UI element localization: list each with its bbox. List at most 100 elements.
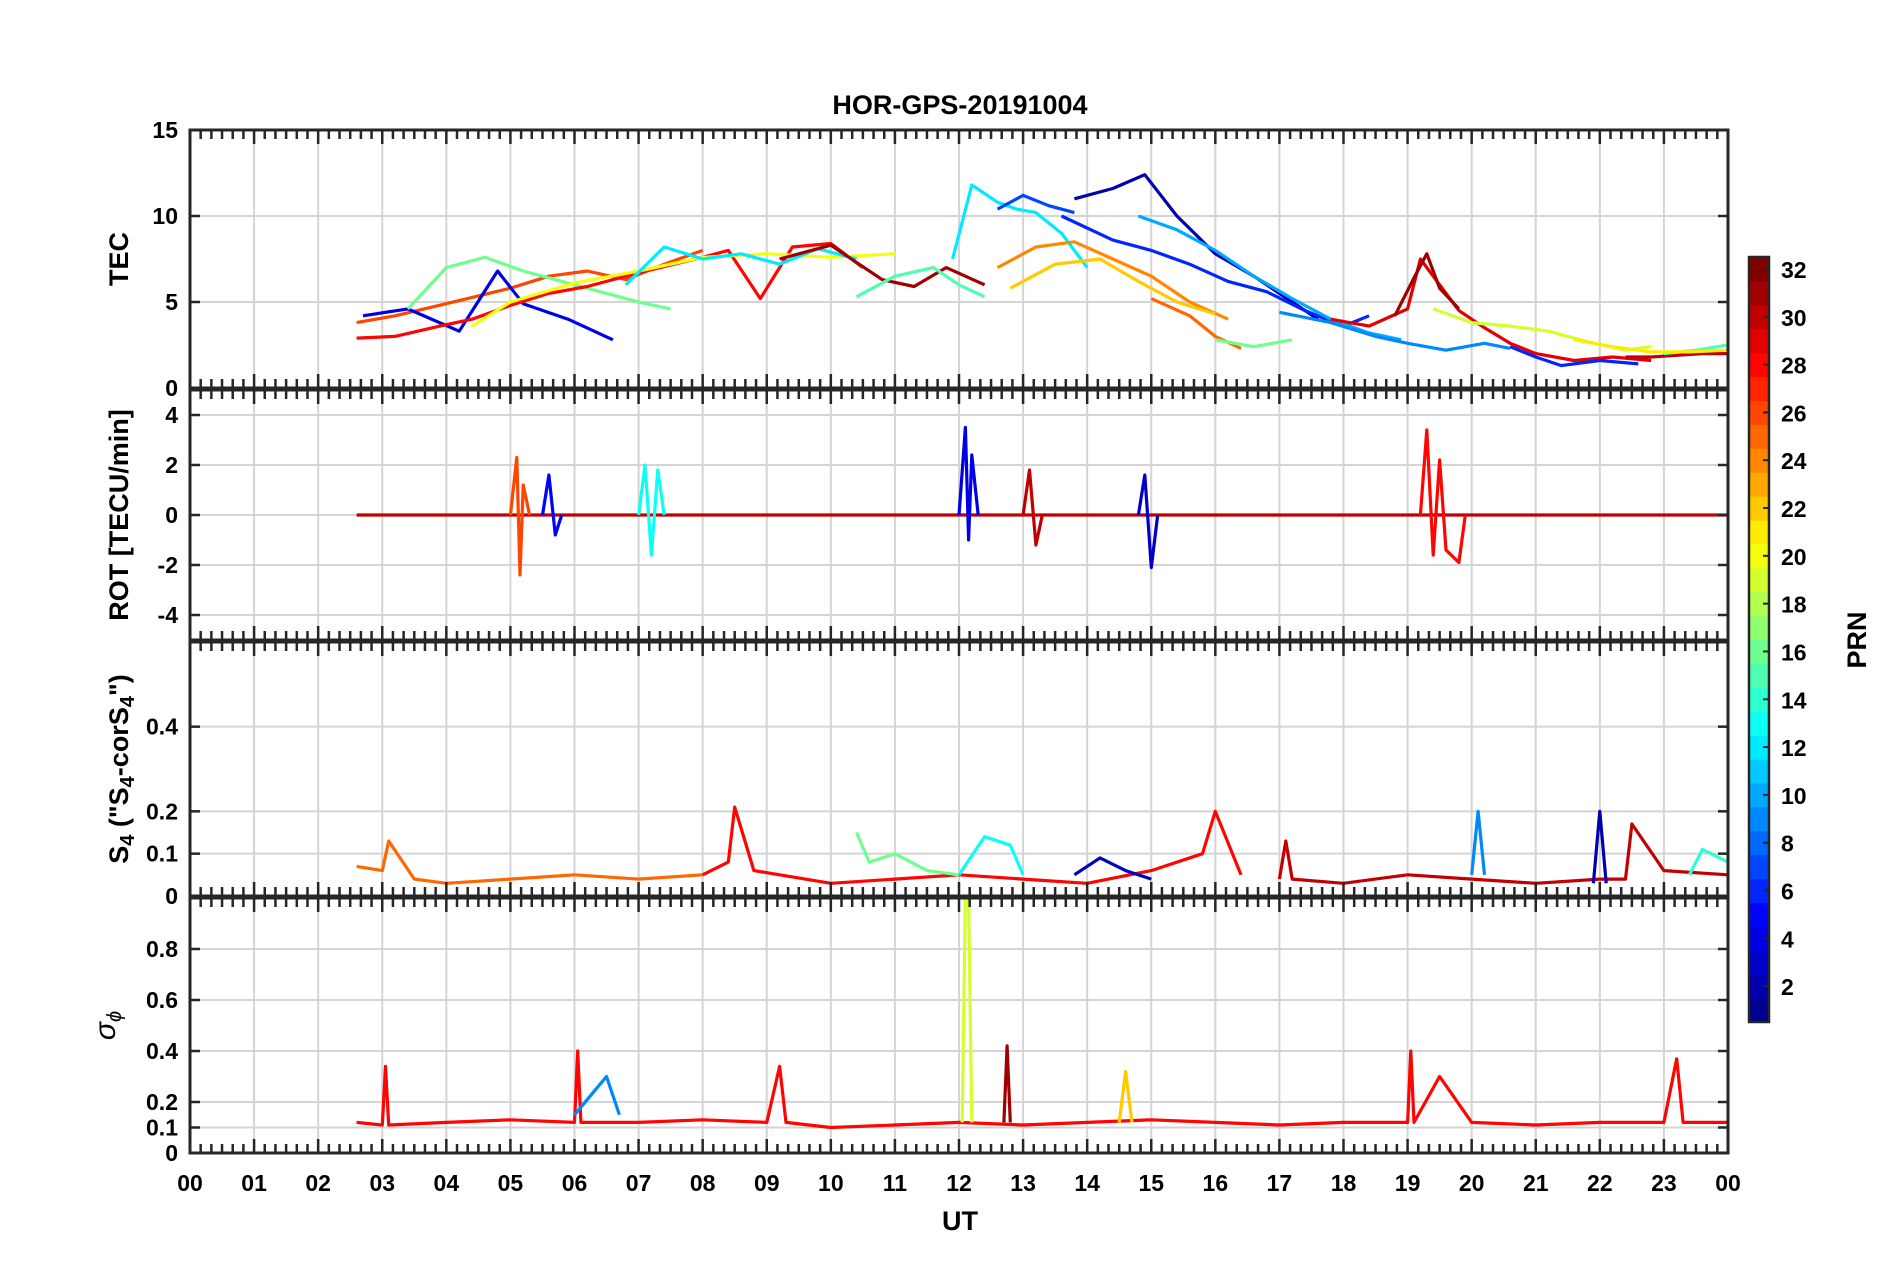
minor-ticks-rot xyxy=(190,390,1728,640)
colorbar-tick-label: 12 xyxy=(1781,735,1807,761)
y-tick-label-tec: 0 xyxy=(165,375,178,401)
x-tick-label: 06 xyxy=(562,1170,588,1196)
colorbar-segment xyxy=(1749,830,1769,856)
series-group-s4 xyxy=(356,805,1728,885)
x-tick-label: 10 xyxy=(818,1170,844,1196)
series-line-tec-8 xyxy=(951,183,1089,269)
x-tick-label: 18 xyxy=(1331,1170,1357,1196)
x-tick-label: 08 xyxy=(690,1170,716,1196)
series-line-tec-7 xyxy=(855,266,986,299)
series-line-tec-17 xyxy=(1279,310,1511,352)
minor-ticks-s4 xyxy=(190,642,1728,898)
panel-sigma_phi: 00.10.2 0.4 0.6 0.8 σϕ 00 01 02 03 04 05 06 07 08 09 10… xyxy=(89,896,1741,1196)
colorbar-tick-label: 18 xyxy=(1781,592,1807,618)
colorbar-tick-label: 10 xyxy=(1781,783,1807,809)
x-tick-label: 16 xyxy=(1203,1170,1229,1196)
colorbar-segment xyxy=(1749,543,1769,569)
y-tick-label-sigma_phi: 0.4 xyxy=(146,1038,178,1064)
colorbar-segment xyxy=(1749,352,1769,378)
y-tick-label-sigma_phi: 0.2 xyxy=(146,1089,178,1115)
series-group-tec xyxy=(356,173,1728,368)
series-line-tec-13 xyxy=(996,240,1229,321)
minor-ticks-tec xyxy=(190,128,1728,390)
panel-rot: -4 -2 0 2 4 ROT [TECU/min] xyxy=(104,388,1730,642)
x-tick-label: 07 xyxy=(626,1170,652,1196)
series-line-s4-2 xyxy=(855,831,960,877)
series-line-sigma_phi-1 xyxy=(960,898,974,1123)
x-tick-label: 17 xyxy=(1267,1170,1293,1196)
x-tick-label: 00 xyxy=(1715,1170,1741,1196)
colorbar-segment xyxy=(1749,663,1769,688)
x-tick-label: 19 xyxy=(1395,1170,1421,1196)
x-tick-label: 13 xyxy=(1010,1170,1036,1196)
grid-sigma_phi xyxy=(190,898,1728,1153)
series-line-s4-7 xyxy=(1591,809,1608,884)
y-axis-title-sigma_phi: σϕ xyxy=(89,1011,126,1040)
series-line-rot-6 xyxy=(1136,473,1160,570)
x-tick-label: 23 xyxy=(1651,1170,1677,1196)
colorbar-segment xyxy=(1749,950,1769,975)
colorbar-label: PRN xyxy=(1842,611,1872,668)
x-tick-label: 14 xyxy=(1074,1170,1100,1196)
series-line-s4-0 xyxy=(356,839,703,885)
panel-s4: 00.10.20.4S4 ("S4-corS4") xyxy=(104,640,1730,909)
series-line-tec-21 xyxy=(1509,345,1639,368)
colorbar-tick-label: 4 xyxy=(1781,926,1794,952)
x-tick-label: 15 xyxy=(1138,1170,1164,1196)
series-line-tec-12 xyxy=(1137,214,1402,342)
y-title-part: ") xyxy=(104,674,134,696)
series-line-rot-4 xyxy=(957,425,980,542)
series-line-sigma_phi-2 xyxy=(1002,1044,1012,1123)
y-title-part: ϕ xyxy=(104,1011,126,1022)
colorbar-tick-label: 28 xyxy=(1781,353,1807,379)
colorbar-segment xyxy=(1749,328,1769,354)
series-line-rot-1 xyxy=(508,455,532,577)
y-title-part: 4 xyxy=(117,834,139,846)
series-line-s4-5 xyxy=(1277,822,1728,885)
colorbar-segment xyxy=(1749,591,1769,617)
x-tick-label: 12 xyxy=(946,1170,972,1196)
series-line-s4-8 xyxy=(1688,847,1728,876)
y-tick-label-s4: 0.4 xyxy=(146,714,178,740)
colorbar-segment xyxy=(1749,257,1769,282)
series-line-rot-2 xyxy=(540,473,564,537)
y-title-part: σ xyxy=(89,1020,122,1040)
y-title-part: 4 xyxy=(117,695,139,707)
colorbar-segment xyxy=(1749,687,1769,712)
series-line-tec-10 xyxy=(1073,173,1319,321)
colorbar-segment xyxy=(1749,400,1769,425)
colorbar-tick-label: 8 xyxy=(1781,831,1794,857)
series-line-tec-18 xyxy=(1330,257,1652,363)
y-tick-label-rot: 2 xyxy=(165,452,178,478)
x-tick-label: 03 xyxy=(369,1170,395,1196)
colorbar-tick-label: 30 xyxy=(1781,305,1807,331)
series-line-rot-3 xyxy=(637,463,666,557)
colorbar-frame xyxy=(1747,255,1771,1024)
y-tick-label-rot: 4 xyxy=(165,402,178,428)
x-tick-label: 05 xyxy=(498,1170,524,1196)
colorbar-segment xyxy=(1749,567,1769,593)
colorbar-segment xyxy=(1749,519,1769,545)
series-line-tec-2 xyxy=(406,255,671,311)
grid-tec xyxy=(190,130,1728,388)
y-title-part: S xyxy=(104,846,134,864)
minor-ticks-sigma_phi xyxy=(190,898,1728,1155)
colorbar-tick-label: 22 xyxy=(1781,496,1807,522)
series-line-s4-4 xyxy=(1073,856,1152,881)
y-title-part: 4 xyxy=(117,775,139,787)
colorbar-tick-label: 14 xyxy=(1781,687,1807,713)
colorbar-segment xyxy=(1749,782,1769,808)
colorbar-segment xyxy=(1749,735,1769,760)
colorbar-tick-label: 20 xyxy=(1781,544,1807,570)
colorbar-segment xyxy=(1749,424,1769,449)
colorbar-segment xyxy=(1749,902,1769,927)
colorbar-tick-label: 2 xyxy=(1781,974,1794,1000)
series-line-tec-20 xyxy=(1432,307,1652,352)
y-tick-label-s4: 0 xyxy=(165,883,178,909)
series-line-tec-19 xyxy=(1393,252,1461,317)
y-tick-label-tec: 15 xyxy=(152,117,178,143)
series-line-s4-3 xyxy=(957,835,1025,876)
